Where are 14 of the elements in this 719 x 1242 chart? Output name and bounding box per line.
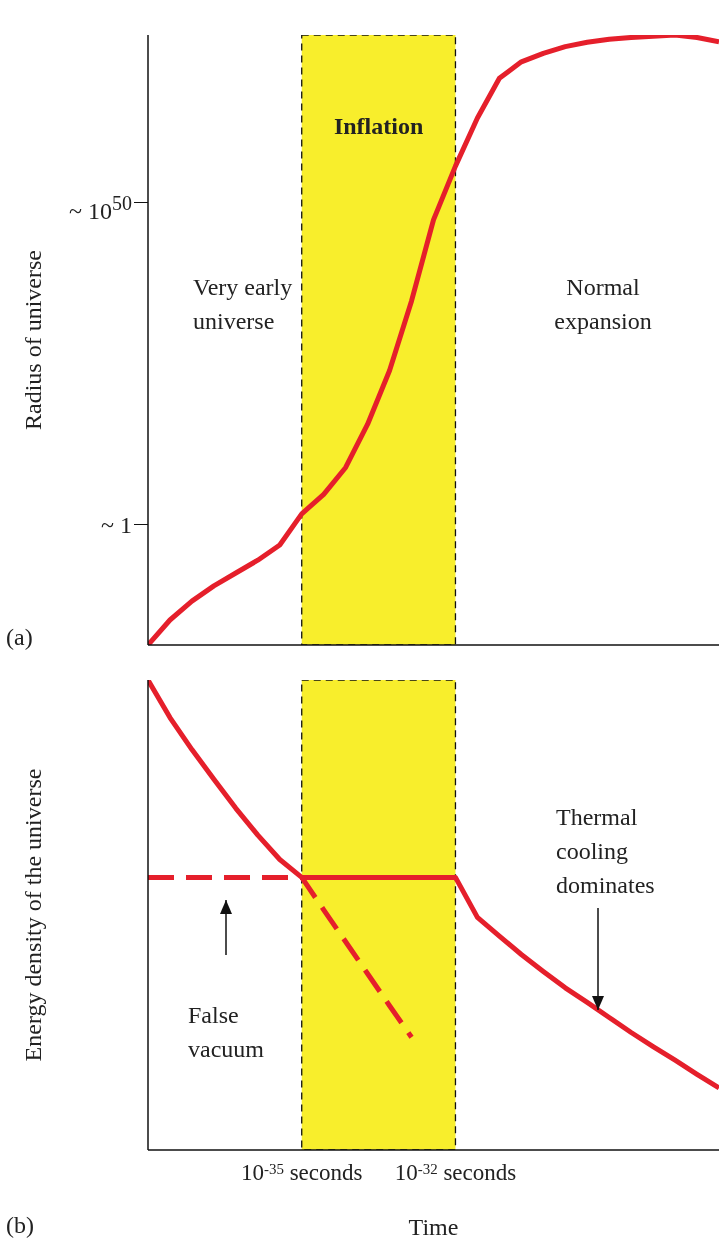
x-tick-label: 10$^{-32}$ seconds bbox=[394, 1160, 517, 1185]
text: (a) bbox=[6, 623, 34, 652]
annotation: Normal expansion bbox=[553, 273, 653, 336]
annotation: Thermal cooling dominates bbox=[556, 803, 656, 900]
x-axis-title: Time bbox=[408, 1214, 459, 1240]
annotation: Very early universe bbox=[193, 273, 293, 336]
y-axis-title: Radius of universe bbox=[19, 250, 46, 430]
y-axis-title: Energy density of the universe bbox=[19, 768, 46, 1062]
annotation: False vacuum bbox=[188, 1001, 265, 1064]
x-tick-label: 10$^{-35}$ seconds bbox=[240, 1160, 363, 1185]
text: ~ 1 bbox=[100, 511, 132, 540]
text: ~ 10$^{50}$ bbox=[68, 191, 132, 226]
text: (b) bbox=[6, 1211, 35, 1240]
band-label: Inflation bbox=[333, 113, 424, 140]
